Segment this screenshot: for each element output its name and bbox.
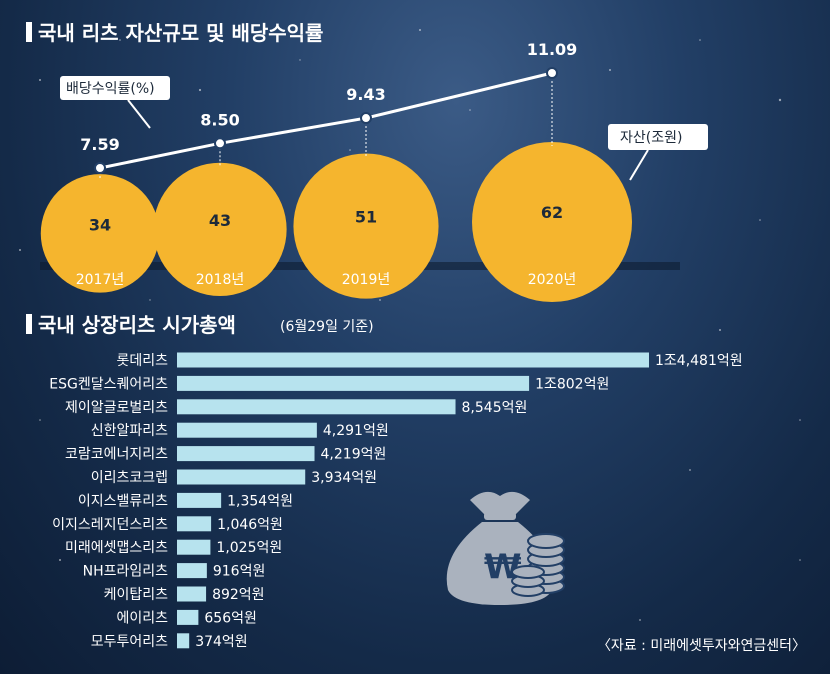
asset-bubble: [40, 174, 160, 293]
asset-value-label: 43: [209, 211, 231, 230]
bar-value-label: 4,219억원: [321, 447, 387, 463]
market-cap-bar: [177, 446, 315, 462]
bar-category-label: 에이리츠: [116, 610, 168, 626]
bar-value-label: 1,025억원: [216, 540, 282, 556]
bar-value-label: 4,291억원: [323, 423, 389, 439]
bar-category-label: 롯데리츠: [116, 353, 168, 369]
source-note: 〈자료 : 미래에셋투자와연금센터〉: [597, 638, 806, 654]
bar-category-label: NH프라임리츠: [83, 564, 169, 580]
bar-value-label: 1,354억원: [227, 493, 293, 509]
market-cap-bar: [177, 563, 207, 579]
asset-bubble: [153, 162, 287, 296]
market-cap-bar: [177, 516, 212, 532]
bar-value-label: 916억원: [213, 564, 265, 580]
bar-category-label: 제이알글로벌리츠: [65, 400, 168, 416]
bar-category-label: 이지스레지던스리츠: [52, 517, 168, 533]
market-cap-bar: [177, 492, 222, 508]
asset-value-label: 51: [355, 207, 377, 226]
dividend-value-label: 8.50: [200, 110, 239, 129]
year-label: 2019년: [342, 272, 391, 288]
bar-category-label: 이지스밸류리츠: [78, 493, 168, 509]
bar-value-label: 656억원: [204, 610, 256, 626]
market-cap-bar: [177, 399, 456, 415]
bar-category-label: 모두투어리츠: [91, 634, 168, 650]
asset-value-label: 62: [541, 203, 563, 222]
chart1-title: 국내 리츠 자산규모 및 배당수익률: [38, 21, 323, 45]
market-cap-bar: [177, 375, 530, 391]
asset-bubble: [293, 153, 439, 299]
bar-value-label: 1,046억원: [217, 517, 283, 533]
dividend-point: [94, 162, 106, 174]
bar-category-label: 신한알파리츠: [91, 423, 168, 439]
asset-bubble: [472, 142, 632, 302]
chart2-title: 국내 상장리츠 시가총액: [38, 313, 236, 337]
asset-value-label: 34: [89, 215, 111, 234]
dividend-point: [360, 112, 372, 125]
bar-category-label: 케이탑리츠: [104, 587, 169, 603]
year-label: 2020년: [528, 272, 577, 288]
section2-title-marker: [26, 314, 32, 334]
market-cap-bar: [177, 539, 211, 555]
bar-value-label: 3,934억원: [311, 470, 377, 486]
dividend-value-label: 9.43: [346, 85, 385, 104]
chart2-subtitle: (6월29일 기준): [280, 319, 374, 335]
dividend-yield-legend: 배당수익률(%): [66, 81, 155, 97]
dividend-yield-callout: 배당수익률(%): [60, 76, 170, 129]
market-cap-bar: [177, 469, 306, 485]
dividend-yield-line: [99, 71, 553, 170]
bar-category-label: 미래에셋맵스리츠: [65, 540, 168, 556]
bar-category-label: 이리츠코크렙: [91, 470, 168, 486]
dividend-value-label: 7.59: [80, 135, 119, 154]
market-cap-bar: [177, 422, 317, 438]
bar-value-label: 1조802억원: [535, 376, 609, 392]
dividend-value-label: 11.09: [527, 40, 578, 59]
bar-value-label: 1조4,481억원: [655, 353, 743, 369]
money-bag-won-coins-icon: ₩: [446, 491, 565, 605]
market-cap-bar: [177, 352, 649, 368]
assets-legend: 자산(조원): [620, 130, 682, 146]
market-cap-bar: [177, 586, 207, 602]
year-label: 2017년: [76, 272, 125, 288]
section1-title-marker: [26, 22, 32, 42]
market-cap-bar: [177, 609, 199, 625]
assets-callout: 자산(조원): [608, 124, 708, 181]
year-label: 2018년: [196, 272, 245, 288]
bar-value-label: 374억원: [195, 634, 247, 650]
bar-category-label: 코람코에너지리츠: [65, 447, 168, 463]
bar-category-label: ESG켄달스퀘어리츠: [49, 376, 168, 392]
dividend-point: [546, 67, 558, 79]
bar-value-label: 8,545억원: [462, 400, 528, 416]
dividend-point: [214, 137, 226, 150]
bar-value-label: 892억원: [212, 587, 264, 603]
market-cap-bar: [177, 633, 190, 649]
